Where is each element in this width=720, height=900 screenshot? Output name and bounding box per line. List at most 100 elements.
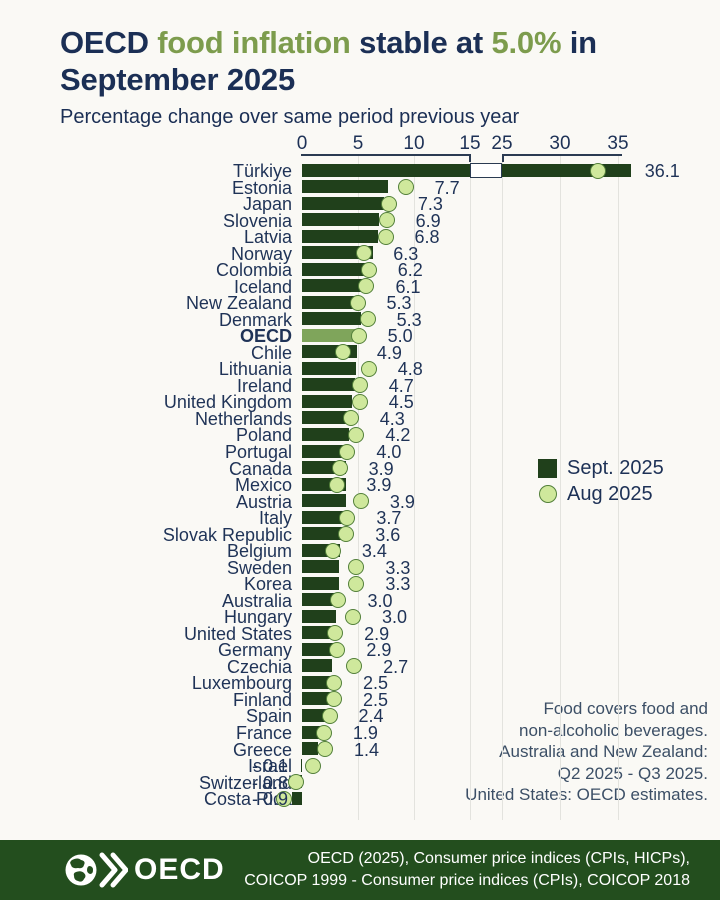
sept-bar bbox=[302, 626, 335, 640]
aug-dot bbox=[397, 179, 414, 196]
aug-dot bbox=[348, 426, 365, 443]
sept-bar bbox=[300, 758, 303, 772]
gridline bbox=[358, 156, 359, 820]
value-label: 3.9 bbox=[366, 475, 392, 496]
sept-bar bbox=[302, 494, 346, 508]
country-label: Slovak Republic bbox=[162, 524, 292, 545]
gridline bbox=[470, 156, 471, 820]
aug-dot bbox=[304, 757, 321, 774]
country-label: Netherlands bbox=[194, 408, 292, 429]
country-label: Hungary bbox=[223, 607, 292, 628]
value-label: 1.4 bbox=[354, 739, 380, 760]
aug-dot bbox=[380, 195, 397, 212]
country-label: Switzerland bbox=[198, 772, 292, 793]
aug-dot bbox=[378, 212, 395, 229]
value-label: - 0.8 bbox=[251, 772, 288, 793]
sept-bar bbox=[302, 510, 344, 524]
title-accent-text: food inflation bbox=[157, 25, 351, 60]
value-label: 2.7 bbox=[383, 656, 409, 677]
value-label: 3.0 bbox=[367, 590, 393, 611]
value-label: 4.0 bbox=[376, 442, 402, 462]
country-label: Czechia bbox=[226, 656, 292, 677]
sept-bar bbox=[302, 427, 350, 441]
aug-dot bbox=[324, 542, 341, 559]
country-label: Denmark bbox=[218, 309, 292, 330]
aug-dot bbox=[352, 493, 369, 510]
aug-dot bbox=[359, 311, 376, 328]
value-label: 1.9 bbox=[352, 723, 378, 744]
sept-bar bbox=[302, 328, 358, 342]
country-label: Finland bbox=[232, 689, 292, 710]
footnote-line: non-alcoholic beverages. bbox=[518, 720, 708, 740]
sept-bar bbox=[302, 659, 333, 673]
value-label: 4.3 bbox=[379, 408, 405, 429]
country-label: Iceland bbox=[233, 276, 292, 297]
aug-dot bbox=[348, 575, 365, 592]
value-label: 2.4 bbox=[358, 706, 384, 727]
country-label: Türkiye bbox=[232, 161, 292, 181]
aug-dot bbox=[287, 774, 304, 791]
sept-bar bbox=[302, 229, 379, 243]
axis-tick-label: 30 bbox=[549, 133, 571, 154]
sept-bar bbox=[302, 196, 384, 210]
country-label: Germany bbox=[217, 640, 292, 661]
axis-break-tick bbox=[502, 154, 504, 162]
sept-bar bbox=[302, 642, 335, 656]
value-label: - 0.9 bbox=[251, 789, 288, 810]
value-label: 6.3 bbox=[393, 243, 419, 264]
country-label: Chile bbox=[250, 342, 292, 363]
title-text: stable at bbox=[350, 25, 492, 60]
country-label: France bbox=[235, 723, 292, 744]
country-label: Poland bbox=[235, 425, 292, 446]
country-label: Spain bbox=[245, 706, 292, 727]
value-label: 3.4 bbox=[361, 541, 387, 562]
value-label: 6.8 bbox=[414, 227, 440, 248]
footnote-line: Australia and New Zealand: bbox=[499, 742, 708, 761]
legend-item-sept: Sept. 2025 bbox=[538, 455, 664, 481]
sept-bar bbox=[302, 593, 336, 607]
value-label: 3.3 bbox=[385, 557, 411, 578]
legend-item-aug: Aug 2025 bbox=[538, 481, 664, 507]
aug-dot bbox=[351, 393, 368, 410]
aug-dot bbox=[317, 741, 334, 758]
country-label: United Kingdom bbox=[163, 392, 292, 413]
country-label: Luxembourg bbox=[191, 673, 292, 694]
country-label: Estonia bbox=[231, 177, 292, 198]
value-label: 5.0 bbox=[387, 326, 413, 347]
source-line: COICOP 1999 - Consumer price indices (CP… bbox=[244, 872, 690, 889]
sept-bar bbox=[302, 692, 330, 706]
legend-aug-label: Aug 2025 bbox=[567, 482, 653, 505]
value-label: 6.1 bbox=[395, 276, 421, 297]
country-label: Canada bbox=[228, 458, 292, 479]
aug-dot bbox=[350, 327, 367, 344]
sept-bar bbox=[302, 394, 353, 408]
value-label: - 0.1 bbox=[251, 756, 288, 777]
country-label: Slovenia bbox=[222, 210, 292, 231]
aug-dot bbox=[358, 278, 375, 295]
title-text: OECD bbox=[60, 25, 158, 60]
sept-bar bbox=[302, 312, 362, 326]
country-label: Belgium bbox=[226, 541, 292, 562]
value-label: 2.5 bbox=[362, 673, 388, 694]
country-label: Israel bbox=[247, 756, 292, 777]
country-label: Italy bbox=[258, 508, 292, 529]
aug-dot bbox=[348, 559, 365, 576]
value-label: 5.3 bbox=[396, 309, 422, 330]
country-label: Japan bbox=[242, 194, 292, 215]
aug-dot bbox=[349, 294, 366, 311]
gridline bbox=[414, 156, 415, 820]
country-label: United States bbox=[183, 623, 292, 644]
country-label: Mexico bbox=[234, 475, 292, 496]
aug-dot bbox=[339, 443, 356, 460]
sept-bar bbox=[302, 378, 355, 392]
sept-bar bbox=[302, 279, 371, 293]
sept-bar bbox=[302, 527, 343, 541]
value-label: 4.9 bbox=[376, 342, 402, 363]
sept-bar bbox=[302, 361, 356, 375]
page-subtitle: Percentage change over same period previ… bbox=[60, 106, 520, 128]
value-label: 6.2 bbox=[397, 260, 423, 281]
axis-tick-label: 25 bbox=[491, 133, 513, 154]
aug-dot bbox=[356, 245, 373, 262]
country-label: Portugal bbox=[224, 442, 292, 462]
sept-bar bbox=[302, 246, 373, 260]
